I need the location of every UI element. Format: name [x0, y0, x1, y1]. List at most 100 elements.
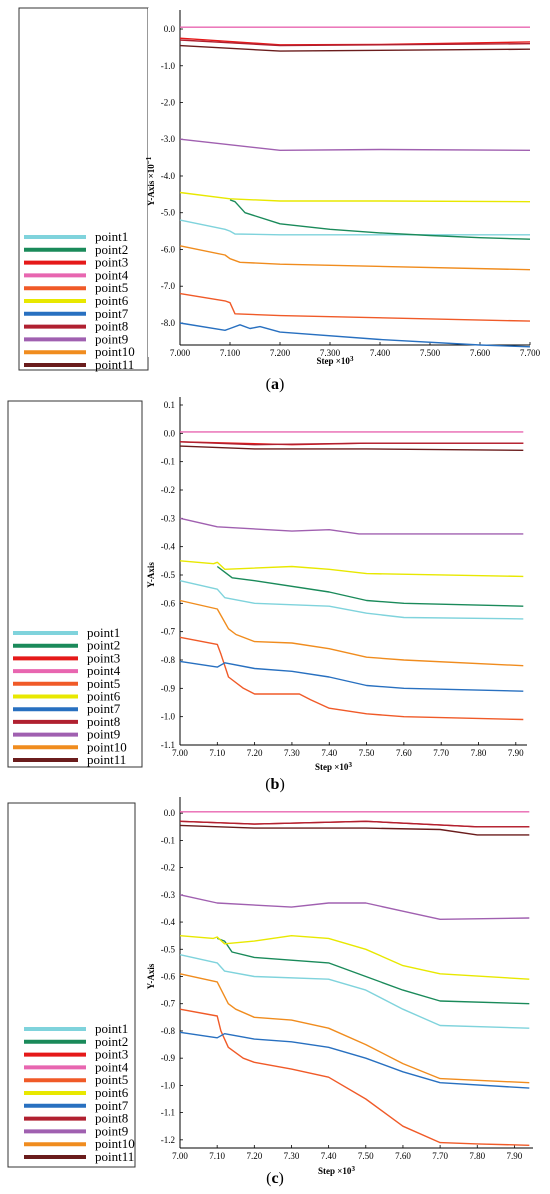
series-line-point1	[179, 954, 530, 1029]
y-tick-label: -0.1	[161, 835, 175, 845]
legend-label-point2: point2	[95, 242, 128, 257]
plot-background	[148, 8, 538, 357]
y-tick-label: -1.2	[161, 1135, 175, 1145]
x-tick-label: 7.70	[432, 1151, 448, 1161]
x-axis-label: Step ×103	[317, 355, 354, 366]
series-line-point8	[179, 441, 524, 446]
y-tick-label: -0.6	[161, 598, 176, 608]
series-line-point5	[179, 636, 524, 721]
series-line-point1	[179, 580, 524, 620]
series-line-point9	[179, 894, 530, 921]
chart-panel-c: 0.0 -0.1 -0.2 -0.3 -0.4 -0.5 -0.6 -0.7 -0.8 -0.9 -…	[0, 795, 550, 1176]
legend-label-point7: point7	[87, 701, 121, 716]
legend-label-point11: point11	[87, 752, 126, 767]
y-tick-label: -1.1	[161, 740, 175, 750]
y-tick-label: -0.5	[161, 944, 176, 954]
x-tick-label: 7.40	[321, 1151, 337, 1161]
x-tick-label: 7.100	[220, 348, 241, 358]
y-tick-label: -0.2	[161, 863, 175, 873]
legend-box	[18, 7, 149, 371]
y-tick-label: 0.0	[164, 24, 176, 34]
x-axis-label: Step ×103	[315, 761, 352, 772]
y-tick-label: 0.0	[164, 428, 176, 438]
legend-label-point10: point10	[87, 739, 127, 754]
series-line-point2	[229, 199, 531, 240]
y-tick-label: -1.1	[161, 1108, 175, 1118]
y-tick-label: -1.0	[161, 1080, 176, 1090]
series-line-point7	[179, 322, 531, 348]
chart-svg-c: 0.0 -0.1 -0.2 -0.3 -0.4 -0.5 -0.6 -0.7 -0.8 -0.9 -…	[7, 795, 541, 1176]
y-tick-label: -5.0	[161, 208, 176, 218]
legend-label-point9: point9	[95, 1123, 128, 1138]
series-line-point10	[179, 245, 531, 271]
x-tick-label: 7.70	[433, 748, 449, 758]
y-tick-label: -0.8	[161, 655, 176, 665]
y-tick-label: -0.3	[161, 513, 176, 523]
x-tick-label: 7.10	[209, 1151, 225, 1161]
series-line-point11	[179, 44, 531, 52]
y-axis-label: Y-Axis ×10−1	[145, 156, 156, 206]
legend-label-point5: point5	[87, 676, 120, 691]
x-tick-label: 7.60	[395, 1151, 411, 1161]
series-line-point9	[179, 138, 531, 152]
chart-panel-a: 0.0 -1.0 -2.0 -3.0 -4.0 -5.0 -6.0 -7.0 -8.0 7.000…	[0, 0, 550, 372]
x-tick-label: 7.00	[172, 1151, 188, 1161]
legend-label-point9: point9	[87, 727, 120, 742]
y-tick-label: 0.0	[164, 808, 176, 818]
legend-label-point3: point3	[87, 650, 120, 665]
y-tick-label: 0.1	[164, 400, 175, 410]
y-axis-label: Y-Axis	[146, 562, 156, 588]
x-tick-label: 7.80	[469, 1151, 485, 1161]
series-line-point2	[216, 937, 530, 1005]
y-axis-label: Y-Axis	[146, 963, 156, 989]
legend-label-point5: point5	[95, 1072, 128, 1087]
y-tick-label: -0.6	[161, 972, 176, 982]
series-line-point7	[179, 660, 524, 692]
series-line-point6	[179, 560, 524, 578]
y-tick-label: -0.2	[161, 485, 175, 495]
x-tick-label: 7.00	[172, 748, 188, 758]
legend-label-point6: point6	[95, 1085, 129, 1100]
series-line-point11	[179, 445, 524, 451]
x-axis-label: Step ×103	[318, 1165, 355, 1176]
chart-svg-a: 0.0 -1.0 -2.0 -3.0 -4.0 -5.0 -6.0 -7.0 -8.0 7.000…	[18, 7, 541, 372]
y-tick-label: -0.8	[161, 1026, 176, 1036]
x-tick-label: 7.10	[209, 748, 225, 758]
y-tick-label: -1.0	[161, 712, 176, 722]
y-tick-label: -0.7	[161, 627, 176, 637]
series-line-point6	[179, 934, 530, 980]
legend-label-point3: point3	[95, 255, 128, 270]
y-tick-label: -1.0	[161, 61, 176, 71]
legend-box	[7, 400, 143, 768]
chart-panel-b: 0.1 0.0 -0.1 -0.2 -0.3 -0.4 -0.5 -0.6 -0.7 -0.8 -0…	[0, 395, 550, 772]
y-tick-label: -0.7	[161, 999, 176, 1009]
x-tick-label: 7.000	[170, 348, 191, 358]
x-tick-label: 7.50	[359, 748, 375, 758]
series-line-point8	[179, 39, 531, 47]
x-tick-label: 7.600	[470, 348, 491, 358]
x-tick-label: 7.60	[396, 748, 412, 758]
legend-label-point6: point6	[87, 689, 121, 704]
y-tick-label: -0.4	[161, 917, 176, 927]
caption-c: (c)	[266, 1170, 284, 1187]
caption-a: (a)	[265, 376, 285, 393]
series-line-point5	[179, 292, 531, 322]
x-tick-label: 7.500	[420, 348, 441, 358]
y-tick-label: -8.0	[161, 318, 176, 328]
y-tick-label: -0.4	[161, 542, 176, 552]
series-line-point7	[179, 1031, 530, 1089]
series-line-point2	[216, 565, 524, 607]
legend-label-point10: point10	[95, 1136, 135, 1151]
legend-label-point8: point8	[95, 1111, 128, 1126]
y-tick-label: -0.3	[161, 890, 176, 900]
legend-label-point7: point7	[95, 1098, 129, 1113]
legend-label-point1: point1	[95, 1021, 128, 1036]
legend-label-point4: point4	[95, 267, 129, 282]
legend-label-point3: point3	[95, 1047, 128, 1062]
x-tick-label: 7.80	[471, 748, 487, 758]
y-tick-label: -0.5	[161, 570, 176, 580]
legend-label-point10: point10	[95, 344, 135, 359]
legend-label-point8: point8	[95, 319, 128, 334]
x-tick-label: 7.20	[247, 748, 263, 758]
caption-b: (b)	[265, 776, 285, 793]
